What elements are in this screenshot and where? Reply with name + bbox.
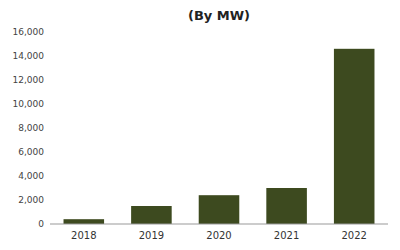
x-tick-label: 2021 — [274, 230, 299, 241]
bar — [64, 219, 105, 224]
y-tick-label: 6,000 — [18, 147, 44, 157]
y-tick-label: 0 — [38, 219, 44, 229]
bar — [131, 206, 172, 224]
x-tick-label: 2020 — [206, 230, 231, 241]
chart-container: (By MW) 0 2,000 4,000 6,000 8,000 10,000 12,000… — [0, 0, 400, 250]
bar — [266, 188, 307, 224]
x-tick-label: 2019 — [139, 230, 164, 241]
chart-title: (By MW) — [188, 8, 250, 23]
y-tick-label: 10,000 — [13, 99, 45, 109]
x-tick-label: 2022 — [341, 230, 366, 241]
bar — [199, 195, 240, 224]
y-tick-label: 16,000 — [13, 27, 45, 37]
y-tick-label: 12,000 — [13, 75, 45, 85]
bars — [64, 49, 375, 224]
y-axis: 0 2,000 4,000 6,000 8,000 10,000 12,000 14,000 1… — [13, 27, 45, 229]
x-axis: 2018 2019 2020 2021 2022 — [71, 230, 367, 241]
y-tick-label: 8,000 — [18, 123, 44, 133]
y-tick-label: 14,000 — [13, 51, 45, 61]
chart: (By MW) 0 2,000 4,000 6,000 8,000 10,000 12,000… — [0, 0, 400, 250]
y-tick-label: 2,000 — [18, 195, 44, 205]
x-tick-label: 2018 — [71, 230, 96, 241]
x-axis-line — [50, 224, 388, 225]
y-tick-label: 4,000 — [18, 171, 44, 181]
bar — [334, 49, 375, 224]
